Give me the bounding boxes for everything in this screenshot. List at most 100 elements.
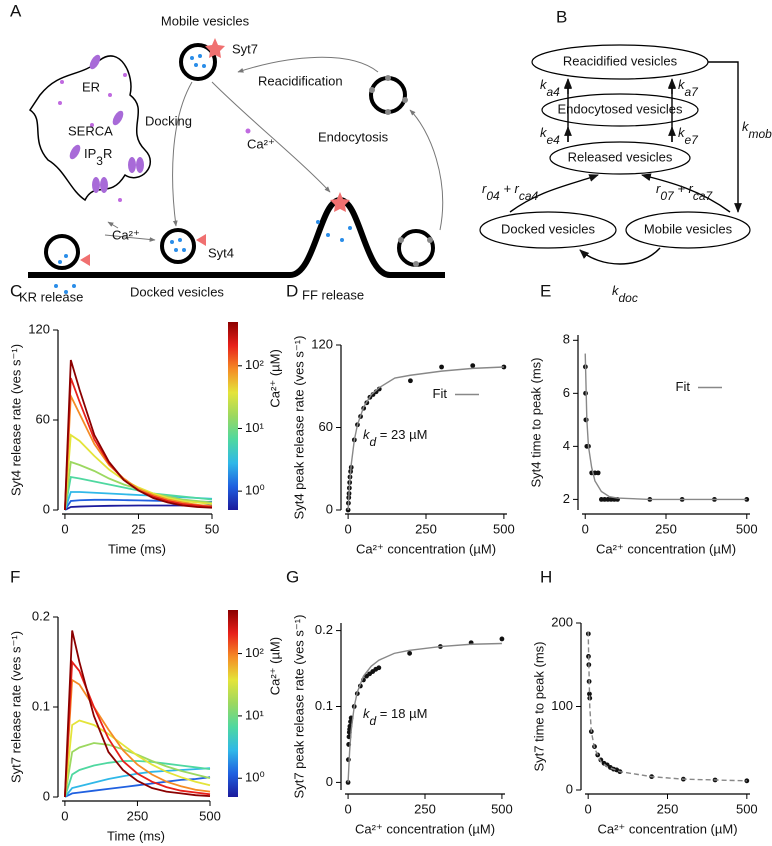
- x-axis-label: Ca²⁺ concentration (µM): [355, 821, 495, 836]
- data-point: [407, 650, 413, 656]
- rate-sub: 04: [486, 189, 500, 203]
- panel-label: G: [286, 567, 299, 586]
- data-point: [345, 757, 351, 763]
- colorbar-tick-label: 10²: [245, 357, 264, 372]
- x-tick-label: 0: [61, 808, 68, 823]
- node-label: Mobile vesicles: [644, 221, 733, 236]
- x-tick-label: 0: [344, 801, 351, 816]
- node-label: Docked vesicles: [501, 221, 595, 236]
- rate-label: r07 + rca7: [656, 181, 714, 203]
- x-axis-label: Time (ms): [108, 541, 166, 556]
- rate-main: k: [540, 77, 548, 92]
- rate-main: k: [678, 77, 686, 92]
- data-point: [408, 378, 413, 384]
- rate-sub: e7: [685, 133, 700, 147]
- rate-sub: a4: [547, 85, 561, 99]
- y-tick-label: 60: [319, 419, 333, 434]
- y-tick-label: 120: [28, 321, 50, 336]
- x-tick-label: 500: [736, 521, 758, 536]
- x-tick-label: 250: [414, 801, 436, 816]
- y-axis-label: Syt4 peak release rate (ves s⁻¹): [291, 336, 306, 520]
- label: ER: [82, 79, 100, 94]
- calcium-dots: [58, 73, 251, 202]
- rate-main: k: [612, 283, 620, 298]
- legend-label: Fit: [676, 379, 691, 394]
- annotation-main: k: [363, 706, 371, 721]
- arrows: [104, 56, 444, 242]
- label: Docked vesicles: [130, 284, 224, 299]
- x-tick-label: 250: [657, 801, 679, 816]
- y-tick-label: 60: [36, 411, 50, 426]
- rate-sub: a7: [685, 85, 700, 99]
- panel-label: C: [10, 281, 22, 300]
- data-point: [439, 364, 444, 370]
- fit-line: [587, 631, 747, 782]
- edges: [509, 61, 742, 265]
- x-tick-label: 250: [127, 808, 149, 823]
- series-line: [64, 719, 211, 798]
- series-line: [64, 475, 213, 511]
- series-line: [64, 630, 211, 798]
- x-tick-label: 500: [199, 808, 221, 823]
- y-tick-label: 4: [563, 438, 570, 453]
- fit-line: [347, 366, 504, 511]
- membrane: [28, 196, 445, 278]
- y-tick-label: 8: [563, 332, 570, 347]
- data-point: [345, 507, 351, 513]
- nodes: [479, 44, 751, 249]
- chart: G 0 0.1 0.2 0 250 500 Syt7 peak release rate (v…: [286, 567, 513, 836]
- y-tick-label: 100: [551, 698, 573, 713]
- y-tick-label: 0: [326, 774, 333, 789]
- rate-label: ke7: [678, 125, 699, 147]
- chart: H 0 100 200 0 250 500 Syt7 time to peak (ms) Ca²…: [531, 567, 757, 836]
- label: IP3R: [84, 146, 112, 168]
- chart: C 0 60 120 0 25 50 Syt4 release rate (ves s⁻¹) T…: [8, 281, 282, 556]
- x-tick-label: 250: [415, 521, 437, 536]
- rate-main: + r: [500, 181, 520, 196]
- er: [28, 55, 152, 202]
- series-line: [64, 392, 213, 511]
- rate-main: k: [678, 125, 686, 140]
- rate-label: kmob: [742, 119, 772, 141]
- x-tick-label: 0: [61, 521, 68, 536]
- x-tick-label: 250: [655, 521, 677, 536]
- chart: F 0 0.1 0.2 0 250 500 Syt7 release rate (ves s⁻…: [8, 567, 282, 843]
- rate-sub: doc: [619, 291, 638, 305]
- label-main: IP: [84, 146, 96, 161]
- fit-line: [584, 353, 747, 501]
- rate-main: k: [742, 119, 750, 134]
- label: Ca²⁺: [112, 227, 140, 242]
- legend-label: Fit: [433, 386, 448, 401]
- y-tick-label: 0: [43, 788, 50, 803]
- x-tick-label: 0: [585, 801, 592, 816]
- colorbar: [228, 322, 238, 510]
- series-line: [64, 359, 213, 511]
- rate-label: kdoc: [612, 283, 638, 305]
- chart: D 0 60 120 0 250 500 Syt4 peak release rate (ve…: [286, 281, 515, 556]
- diagram-a: A Mobile vesicles Syt7 Reacidification E…: [10, 1, 445, 304]
- colorbar: [228, 610, 238, 797]
- y-tick-label: 6: [563, 385, 570, 400]
- y-tick-label: 120: [311, 336, 333, 351]
- label: FF release: [302, 287, 364, 302]
- label-rest: R: [103, 146, 112, 161]
- y-axis-label: Syt7 time to peak (ms): [531, 641, 546, 771]
- label: KR release: [19, 289, 83, 304]
- y-tick-label: 0.2: [32, 608, 50, 623]
- label: Reacidification: [258, 73, 343, 88]
- node-label: Reacidified vesicles: [563, 53, 678, 68]
- x-tick-label: 0: [582, 521, 589, 536]
- rate-sub: ca4: [519, 189, 539, 203]
- y-tick-label: 0: [43, 501, 50, 516]
- series-line: [64, 460, 213, 511]
- endocytosed-proteins: [369, 75, 433, 267]
- y-axis-label: Syt4 release rate (ves s⁻¹): [8, 344, 23, 496]
- colorbar-label: Ca²⁺ (µM): [267, 637, 282, 695]
- diagram-b: B Reacidified vesicles Endocytosed vesic…: [479, 7, 772, 305]
- annotation: kd = 23 µM: [363, 427, 427, 449]
- node-label: Released vesicles: [568, 149, 673, 164]
- x-axis-label: Ca²⁺ concentration (µM): [597, 821, 737, 836]
- y-tick-label: 0.1: [315, 698, 333, 713]
- rate-label: ka7: [678, 77, 699, 99]
